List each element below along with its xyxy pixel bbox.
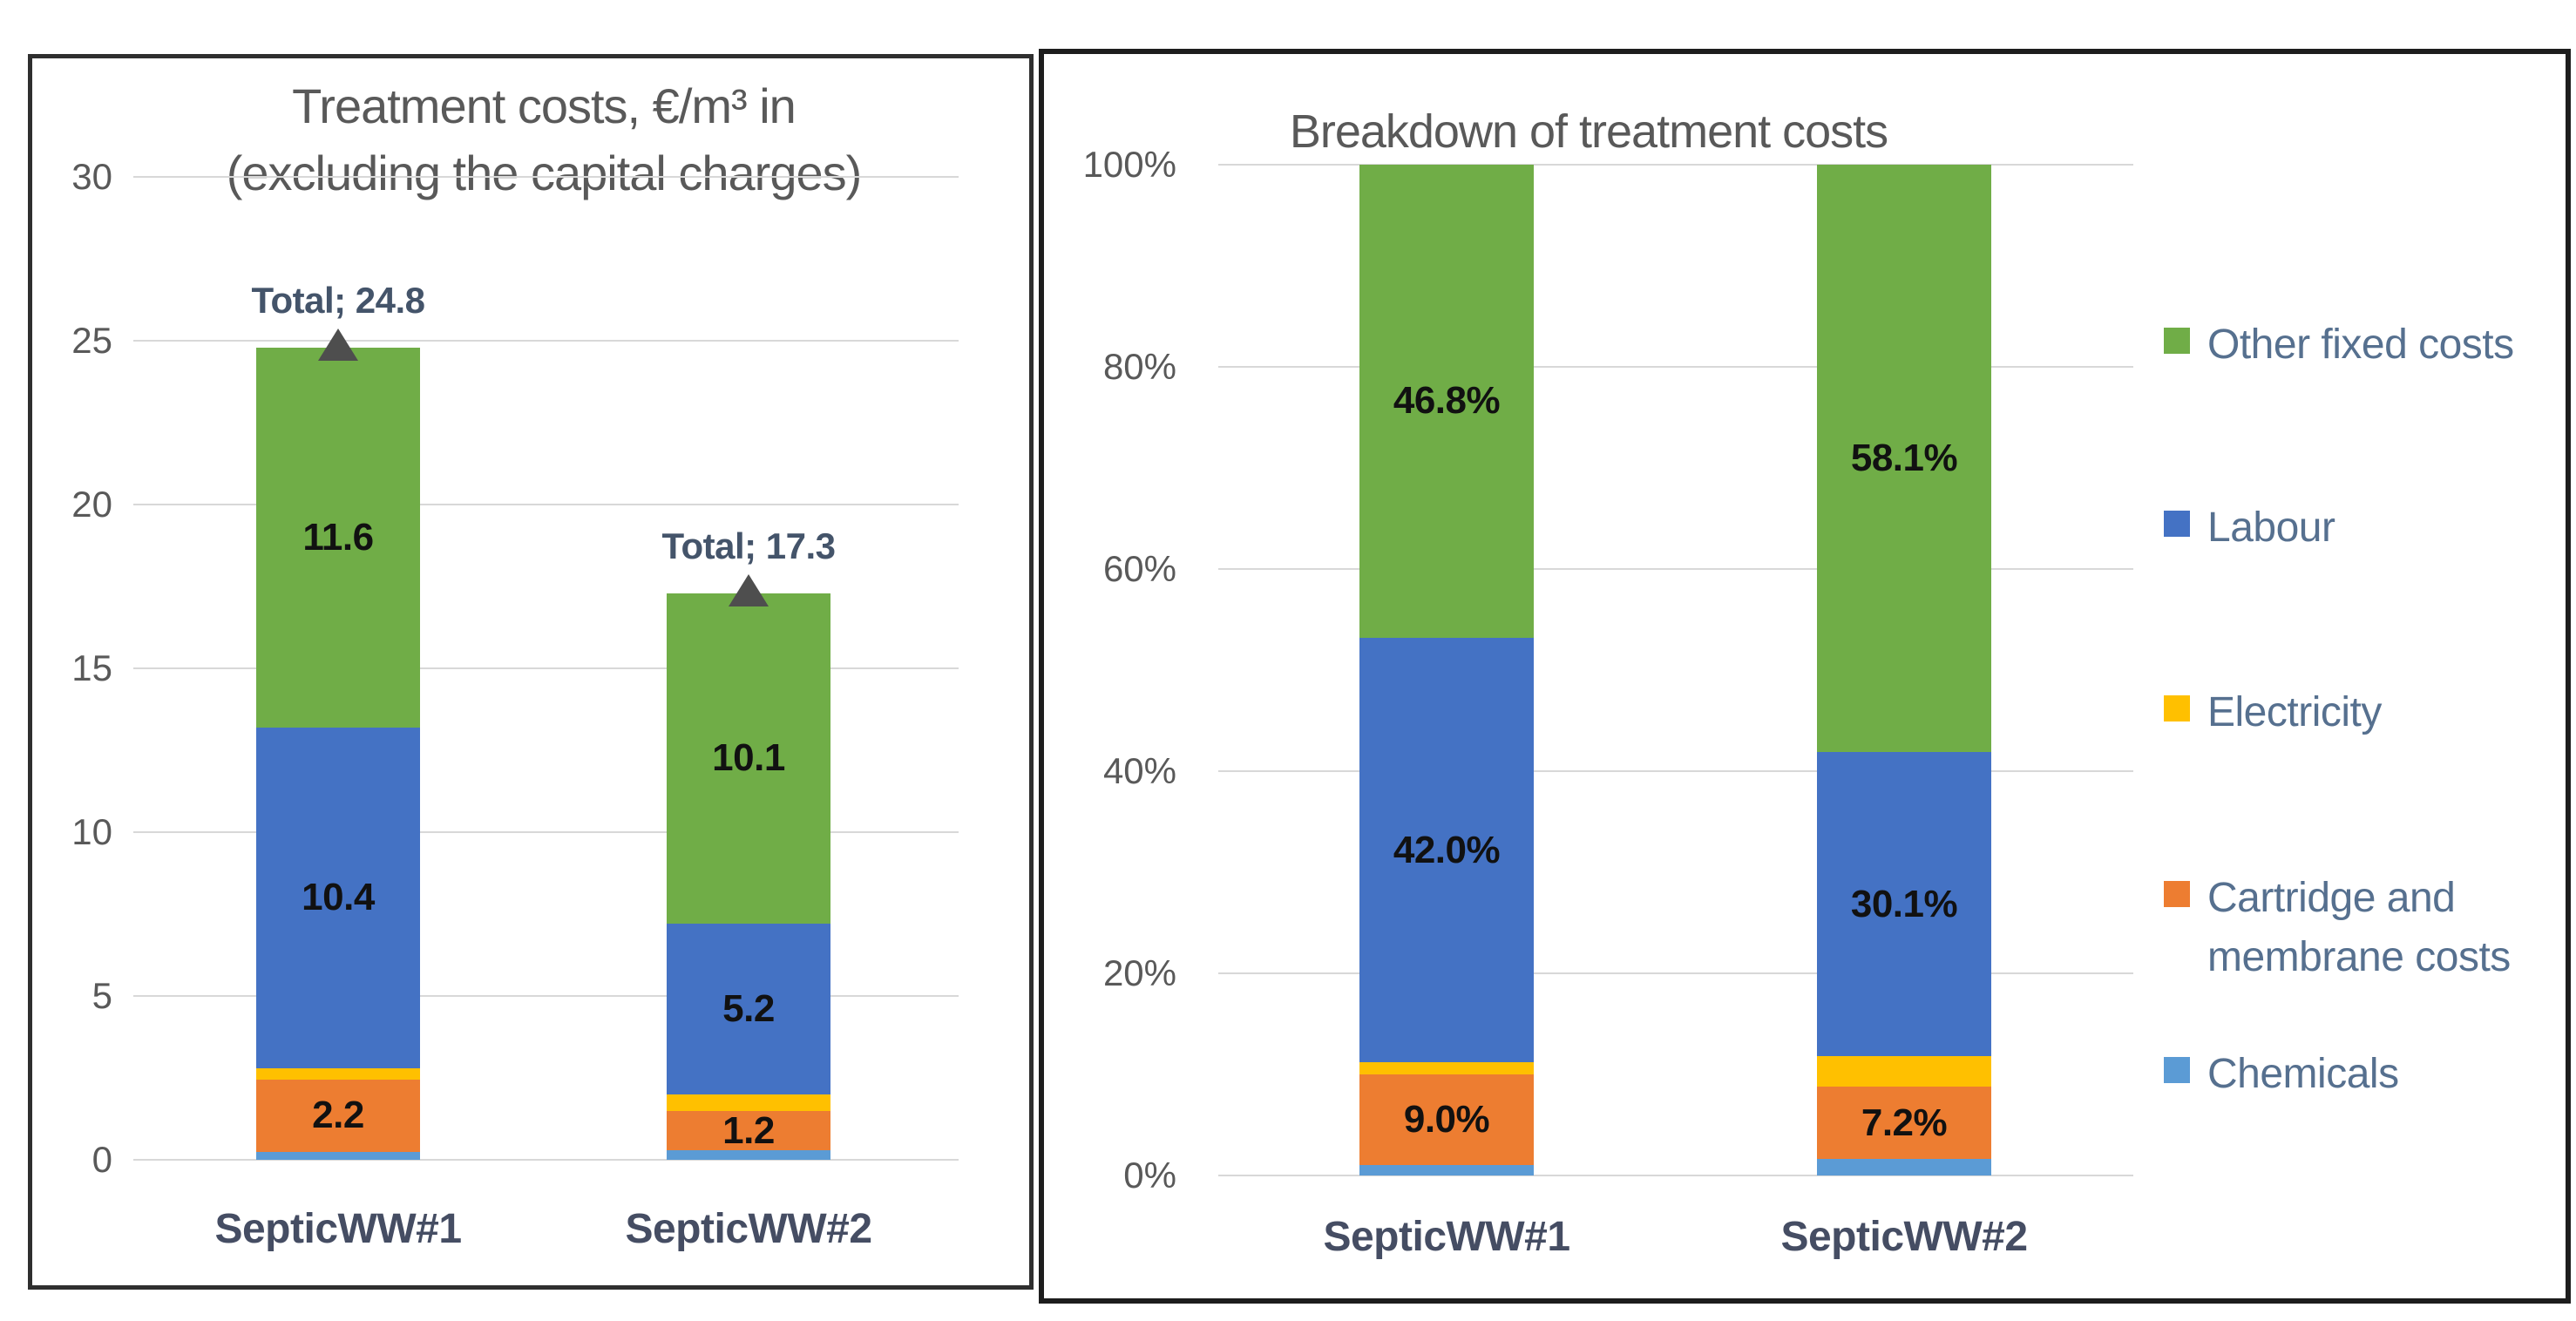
x-axis-category-label: SepticWW#1 bbox=[214, 1206, 462, 1252]
gridline bbox=[133, 667, 959, 669]
y-axis-tick-label: 5 bbox=[92, 975, 112, 1016]
bar-segment-other-fixed-costs: 46.8% bbox=[1359, 165, 1534, 638]
data-label-labour: 5.2 bbox=[722, 987, 775, 1031]
bar-segment-other-fixed-costs: 11.6 bbox=[256, 347, 420, 728]
bar-segment-cartridge-and-membrane-costs: 9.0% bbox=[1359, 1074, 1534, 1166]
bar-segment-cartridge-and-membrane-costs: 7.2% bbox=[1817, 1086, 1991, 1160]
total-data-label: Total; 24.8 bbox=[251, 279, 425, 321]
bar-segment-labour: 30.1% bbox=[1817, 751, 1991, 1057]
gridline bbox=[133, 340, 959, 342]
x-axis-category-label: SepticWW#2 bbox=[625, 1206, 872, 1252]
gridline bbox=[1218, 770, 2133, 772]
y-axis-tick-label: 20 bbox=[71, 484, 112, 525]
bar-segment-cartridge-and-membrane-costs: 2.2 bbox=[256, 1079, 420, 1152]
gridline bbox=[133, 1159, 959, 1161]
right-chart-title: Breakdown of treatment costs bbox=[1289, 105, 1888, 158]
bar-segment-cartridge-and-membrane-costs: 1.2 bbox=[667, 1108, 830, 1152]
gridline bbox=[1218, 972, 2133, 974]
left-chart-panel: Treatment costs, €/m³ in (excluding the … bbox=[28, 54, 1034, 1290]
y-axis-tick-label: 10 bbox=[71, 811, 112, 852]
data-label-other-fixed-costs: 46.8% bbox=[1393, 379, 1501, 423]
data-label-other-fixed-costs: 11.6 bbox=[302, 515, 374, 559]
gridline bbox=[133, 995, 959, 997]
bar-segment-labour: 10.4 bbox=[256, 727, 420, 1068]
y-axis-tick-label: 15 bbox=[71, 647, 112, 688]
gridline bbox=[1218, 366, 2133, 368]
data-label-labour: 30.1% bbox=[1850, 882, 1958, 925]
gridline bbox=[133, 831, 959, 833]
y-axis-tick-label: 100% bbox=[1082, 144, 1176, 185]
left-chart-area: 0 5 10 15 20 25 30 2.2 10.4 11.6 SepticWW#1 Total; … bbox=[32, 58, 1029, 1285]
stacked-bar-septicww-2: 7.2% 30.1% 58.1% bbox=[1817, 165, 1991, 1175]
data-label-other-fixed-costs: 58.1% bbox=[1850, 437, 1958, 479]
stacked-bar-septicww-1: 9.0% 42.0% 46.8% bbox=[1359, 165, 1534, 1175]
bar-segment-chemicals bbox=[256, 1151, 420, 1160]
bar-segment-labour: 5.2 bbox=[667, 924, 830, 1094]
x-axis-category-label: SepticWW#1 bbox=[1323, 1214, 1570, 1260]
data-label-labour: 42.0% bbox=[1393, 828, 1501, 871]
gridline bbox=[133, 504, 959, 505]
left-chart-title-line1: Treatment costs, €/m³ in bbox=[292, 78, 797, 133]
gridline bbox=[1218, 568, 2133, 570]
y-axis-tick-label: 0 bbox=[92, 1139, 112, 1180]
right-chart-panel: Breakdown of treatment costs 0% 20% 40% 60%… bbox=[1039, 49, 2571, 1304]
bar-segment-chemicals bbox=[1817, 1159, 1991, 1175]
bar-segment-chemicals bbox=[667, 1150, 830, 1160]
total-data-label: Total; 17.3 bbox=[661, 525, 836, 566]
bar-segment-electricity bbox=[256, 1067, 420, 1080]
bar-segment-electricity bbox=[667, 1094, 830, 1112]
y-axis-tick-label: 25 bbox=[71, 320, 112, 361]
data-label-labour: 10.4 bbox=[302, 876, 375, 919]
stacked-bar-septicww-1: 2.2 10.4 11.6 bbox=[256, 347, 420, 1160]
total-marker-triangle-icon bbox=[318, 328, 358, 361]
bar-segment-chemicals bbox=[1359, 1165, 1534, 1175]
left-chart-title: Treatment costs, €/m³ in (excluding the … bbox=[58, 72, 1029, 207]
x-axis-category-label: SepticWW#2 bbox=[1780, 1214, 2028, 1260]
data-label-cartridge-and-membrane-costs: 2.2 bbox=[312, 1094, 364, 1137]
stacked-bar-septicww-2: 1.2 5.2 10.1 bbox=[667, 593, 830, 1160]
y-axis-tick-label: 20% bbox=[1102, 952, 1176, 993]
gridline bbox=[1218, 1175, 2133, 1176]
bar-segment-other-fixed-costs: 10.1 bbox=[667, 593, 830, 925]
right-chart-area: 0% 20% 40% 60% 80% 100% 9.0% 42.0% 46.8% SepticWW… bbox=[1044, 54, 2566, 1298]
total-marker-triangle-icon bbox=[729, 573, 769, 606]
data-label-other-fixed-costs: 10.1 bbox=[712, 736, 785, 780]
y-axis-tick-label: 60% bbox=[1102, 548, 1176, 589]
gridline bbox=[1218, 164, 2133, 166]
y-axis-tick-label: 0% bbox=[1123, 1155, 1176, 1196]
data-label-cartridge-and-membrane-costs: 9.0% bbox=[1403, 1098, 1490, 1141]
bar-segment-labour: 42.0% bbox=[1359, 637, 1534, 1063]
left-chart-title-line2: (excluding the capital charges) bbox=[226, 146, 863, 201]
y-axis-tick-label: 30 bbox=[71, 156, 112, 197]
y-axis-tick-label: 40% bbox=[1102, 750, 1176, 791]
bar-segment-other-fixed-costs: 58.1% bbox=[1817, 165, 1991, 752]
gridline bbox=[133, 176, 959, 178]
data-label-cartridge-and-membrane-costs: 1.2 bbox=[722, 1108, 775, 1152]
y-axis-tick-label: 80% bbox=[1102, 346, 1176, 387]
data-label-cartridge-and-membrane-costs: 7.2% bbox=[1861, 1101, 1948, 1144]
bar-segment-electricity bbox=[1817, 1056, 1991, 1087]
bar-segment-electricity bbox=[1359, 1062, 1534, 1075]
